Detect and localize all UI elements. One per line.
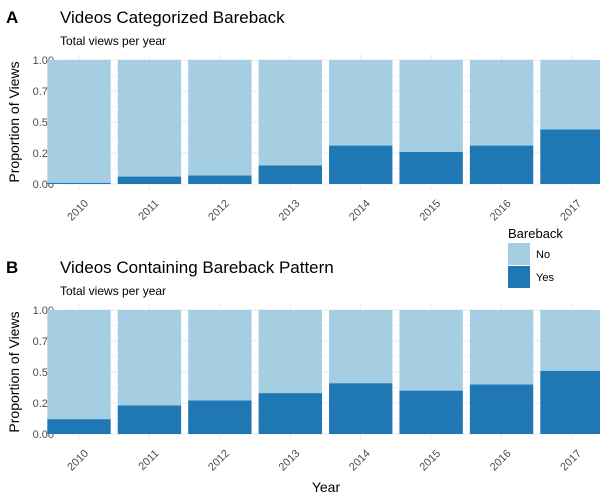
panel-a-x-tick-label: 2013: [277, 198, 303, 224]
panel-letter-b: B: [6, 258, 18, 277]
panel-a: A Videos Categorized Bareback Total view…: [6, 8, 600, 223]
panel-letter-a: A: [6, 8, 18, 27]
legend-key-yes: [508, 266, 530, 288]
legend-label-yes: Yes: [536, 272, 554, 284]
panel-a-bar-no-2010: [47, 60, 111, 183]
panel-a-x-tick-label: 2016: [488, 198, 514, 224]
panel-a-bar-no-2017: [540, 60, 600, 130]
panel-b-bar-yes-2016: [469, 384, 534, 434]
panel-a-bar-no-2015: [399, 60, 463, 152]
panel-b-bar-no-2014: [329, 310, 393, 384]
panel-b-bar-yes-2012: [188, 400, 252, 434]
panel-a-x-tick-label: 2015: [417, 198, 443, 224]
panel-b-bar-no-2016: [469, 310, 534, 385]
panel-a-x-tick-label: 2017: [558, 198, 584, 224]
panel-b-bar-no-2017: [540, 310, 600, 371]
panel-b-bar-no-2011: [117, 310, 182, 406]
panel-a-bar-yes-2012: [188, 175, 252, 184]
panel-b-x-tick-label: 2016: [488, 448, 514, 474]
panel-b-bar-no-2015: [399, 310, 463, 391]
panel-a-bar-no-2013: [258, 60, 322, 166]
panel-b-x-tick-label: 2015: [417, 448, 443, 474]
panel-a-bar-no-2016: [469, 60, 534, 146]
panel-b-y-axis-title: Proportion of Views: [6, 311, 22, 432]
panel-a-x-tick-label: 2011: [136, 198, 161, 223]
panel-b-x-tick-label: 2017: [558, 448, 584, 474]
panel-b-x-tick-label: 2012: [206, 448, 232, 474]
panel-a-bar-yes-2014: [329, 145, 393, 184]
panel-b: B Videos Containing Bareback Pattern Tot…: [6, 258, 600, 473]
panel-b-bar-yes-2011: [117, 405, 182, 434]
panel-b-bar-no-2013: [258, 310, 322, 394]
panel-b-subtitle: Total views per year: [60, 284, 166, 298]
panel-b-x-tick-label: 2013: [277, 448, 303, 474]
panel-b-bar-yes-2013: [258, 393, 322, 434]
panel-b-bar-yes-2015: [399, 390, 463, 434]
panel-b-bar-yes-2017: [540, 370, 600, 434]
panel-a-bar-yes-2010: [47, 182, 111, 184]
panel-a-bar-yes-2016: [469, 145, 534, 184]
panel-a-bar-no-2011: [117, 60, 182, 177]
panel-b-x-tick-label: 2011: [136, 448, 161, 473]
panel-a-title: Videos Categorized Bareback: [60, 8, 285, 27]
panel-a-bar-yes-2011: [117, 176, 182, 184]
panel-b-x-tick-label: 2010: [65, 448, 91, 474]
legend-key-no: [508, 243, 530, 265]
panel-a-bar-no-2012: [188, 60, 252, 176]
x-axis-title: Year: [312, 479, 341, 495]
panel-a-bar-yes-2015: [399, 151, 463, 184]
panel-b-bar-yes-2010: [47, 419, 111, 434]
panel-b-bar-no-2012: [188, 310, 252, 401]
legend-title: Bareback: [508, 226, 563, 241]
panel-b-x-tick-label: 2014: [347, 448, 373, 474]
panel-a-x-tick-label: 2010: [65, 198, 91, 224]
panel-b-title: Videos Containing Bareback Pattern: [60, 258, 334, 277]
panel-a-bar-yes-2013: [258, 165, 322, 184]
panel-a-bar-yes-2017: [540, 129, 600, 184]
panel-a-x-tick-label: 2014: [347, 198, 373, 224]
panel-a-subtitle: Total views per year: [60, 34, 166, 48]
panel-b-bar-no-2010: [47, 310, 111, 420]
panel-a-x-tick-label: 2012: [206, 198, 232, 224]
legend-label-no: No: [536, 249, 550, 261]
legend: Bareback No Yes: [508, 226, 563, 288]
panel-a-bar-no-2014: [329, 60, 393, 146]
panel-a-y-axis-title: Proportion of Views: [6, 61, 22, 182]
panel-b-bar-yes-2014: [329, 383, 393, 434]
